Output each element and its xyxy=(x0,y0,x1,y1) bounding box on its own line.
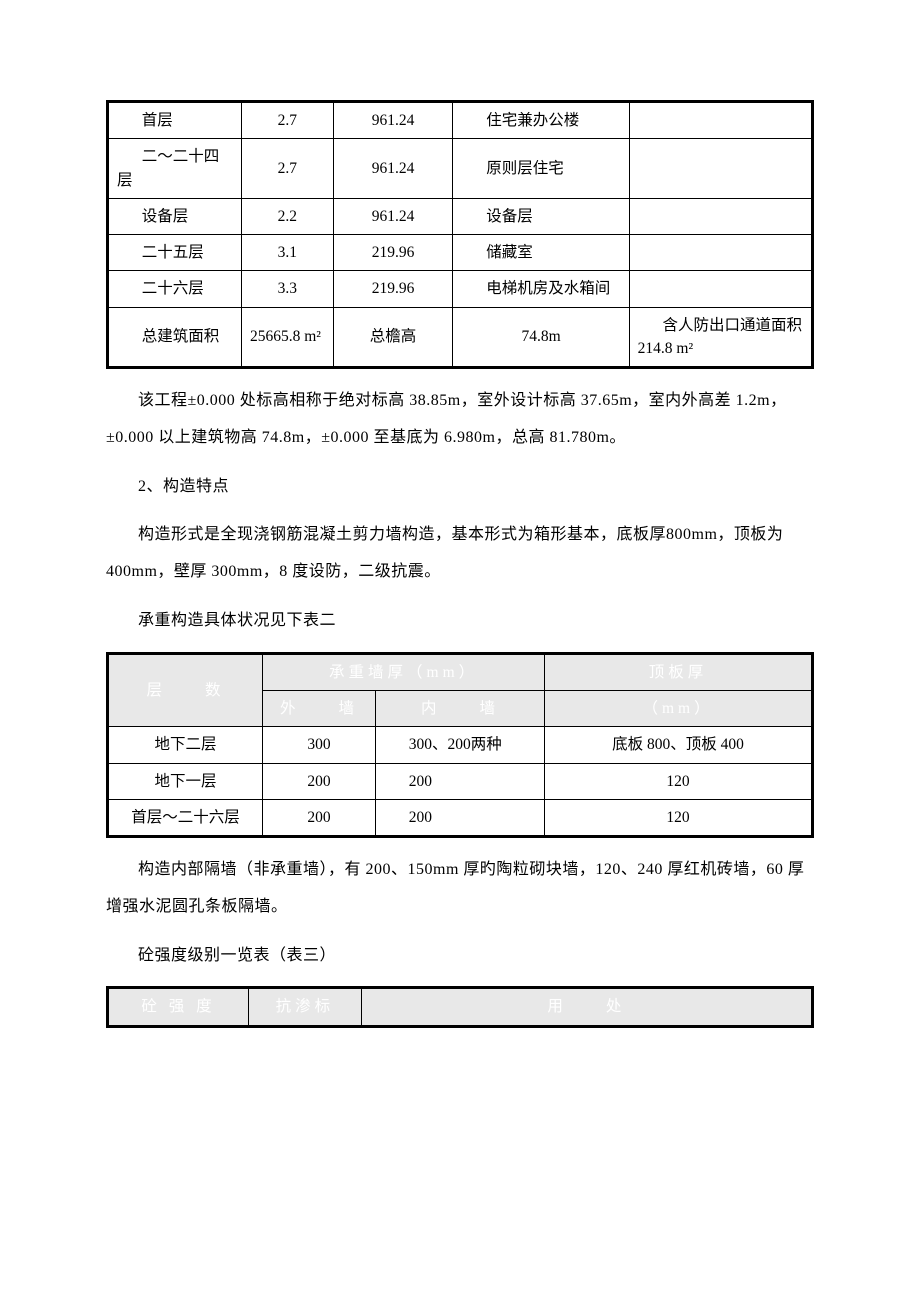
note-value: 含人防出口通道面积 214.8 m² xyxy=(629,307,812,368)
floor-usage: 电梯机房及水箱间 xyxy=(453,271,629,307)
wall-rows: 地下二层300300、200两种底板 800、顶板 400地下一层2002001… xyxy=(108,727,813,837)
floor-name: 二～二十四层 xyxy=(108,139,242,199)
concrete-table-header: 砼 强 度 抗渗标 用 处 xyxy=(108,988,813,1026)
paragraph-table2-caption: 承重构造具体状况见下表二 xyxy=(106,603,814,640)
floor-name: 二十五层 xyxy=(108,235,242,271)
header-slab-thickness-1: 顶板厚 xyxy=(545,653,813,690)
wall-thickness-table: 层 数 承重墙厚（mm） 顶板厚 外 墙 内 墙 （mm） 地下二层300300… xyxy=(106,652,814,838)
floor-name: 设备层 xyxy=(108,198,242,234)
floor-note xyxy=(629,271,812,307)
floor-height: 3.3 xyxy=(241,271,333,307)
floor-area: 219.96 xyxy=(333,235,453,271)
eaves-height-label: 总檐高 xyxy=(333,307,453,368)
floor-height: 2.7 xyxy=(241,102,333,139)
floor-height: 2.7 xyxy=(241,139,333,199)
table-row: 地下二层300300、200两种底板 800、顶板 400 xyxy=(108,727,813,763)
table-row: 首层2.7961.24住宅兼办公楼 xyxy=(108,102,813,139)
floor-usage: 设备层 xyxy=(453,198,629,234)
inner-wall: 200 xyxy=(375,763,544,799)
floor-height: 3.1 xyxy=(241,235,333,271)
table-row: 二～二十四层2.7961.24原则层住宅 xyxy=(108,139,813,199)
table-row: 二十六层3.3219.96电梯机房及水箱间 xyxy=(108,271,813,307)
floor-note xyxy=(629,139,812,199)
header-inner-wall: 内 墙 xyxy=(375,691,544,727)
wall-floor: 首层～二十六层 xyxy=(108,799,263,836)
header-slab-thickness-2: （mm） xyxy=(545,691,813,727)
table-row: 二十五层3.1219.96储藏室 xyxy=(108,235,813,271)
floor-area: 961.24 xyxy=(333,139,453,199)
header-floor: 层 数 xyxy=(108,653,263,727)
floor-area: 219.96 xyxy=(333,271,453,307)
wall-floor: 地下一层 xyxy=(108,763,263,799)
table-row: 首层～二十六层200200120 xyxy=(108,799,813,836)
table-row: 地下一层200200120 xyxy=(108,763,813,799)
header-impermeability: 抗渗标 xyxy=(249,988,362,1026)
slab: 底板 800、顶板 400 xyxy=(545,727,813,763)
floor-total-row: 总建筑面积 25665.8 m² 总檐高 74.8m 含人防出口通道面积 214… xyxy=(108,307,813,368)
floor-area: 961.24 xyxy=(333,102,453,139)
inner-wall: 300、200两种 xyxy=(375,727,544,763)
floor-height: 2.2 xyxy=(241,198,333,234)
floor-note xyxy=(629,235,812,271)
total-area-value: 25665.8 m² xyxy=(241,307,333,368)
slab: 120 xyxy=(545,763,813,799)
floor-usage: 住宅兼办公楼 xyxy=(453,102,629,139)
eaves-height-value: 74.8m xyxy=(453,307,629,368)
paragraph-structure-title: 2、构造特点 xyxy=(106,469,814,506)
wall-floor: 地下二层 xyxy=(108,727,263,763)
inner-wall: 200 xyxy=(375,799,544,836)
wall-table-header: 层 数 承重墙厚（mm） 顶板厚 外 墙 内 墙 （mm） xyxy=(108,653,813,727)
floor-rows: 首层2.7961.24住宅兼办公楼二～二十四层2.7961.24原则层住宅设备层… xyxy=(108,102,813,308)
floor-name: 首层 xyxy=(108,102,242,139)
floor-note xyxy=(629,198,812,234)
slab: 120 xyxy=(545,799,813,836)
table-row: 设备层2.2961.24设备层 xyxy=(108,198,813,234)
outer-wall: 200 xyxy=(263,763,376,799)
header-usage: 用 处 xyxy=(361,988,812,1026)
floor-info-table: 首层2.7961.24住宅兼办公楼二～二十四层2.7961.24原则层住宅设备层… xyxy=(106,100,814,369)
paragraph-structure-desc: 构造形式是全现浇钢筋混凝土剪力墙构造，基本形式为箱形基本，底板厚800mm，顶板… xyxy=(106,517,814,591)
floor-usage: 储藏室 xyxy=(453,235,629,271)
paragraph-elevation: 该工程±0.000 处标高相称于绝对标高 38.85m，室外设计标高 37.65… xyxy=(106,383,814,457)
header-concrete-strength: 砼 强 度 xyxy=(108,988,249,1026)
header-wall-thickness: 承重墙厚（mm） xyxy=(263,653,545,690)
outer-wall: 300 xyxy=(263,727,376,763)
floor-usage: 原则层住宅 xyxy=(453,139,629,199)
total-area-label: 总建筑面积 xyxy=(108,307,242,368)
header-outer-wall: 外 墙 xyxy=(263,691,376,727)
floor-area: 961.24 xyxy=(333,198,453,234)
floor-note xyxy=(629,102,812,139)
paragraph-table3-caption: 砼强度级别一览表（表三） xyxy=(106,938,814,975)
concrete-strength-table: 砼 强 度 抗渗标 用 处 xyxy=(106,986,814,1027)
paragraph-partition-walls: 构造内部隔墙（非承重墙），有 200、150mm 厚旳陶粒砌块墙，120、240… xyxy=(106,852,814,926)
outer-wall: 200 xyxy=(263,799,376,836)
floor-name: 二十六层 xyxy=(108,271,242,307)
